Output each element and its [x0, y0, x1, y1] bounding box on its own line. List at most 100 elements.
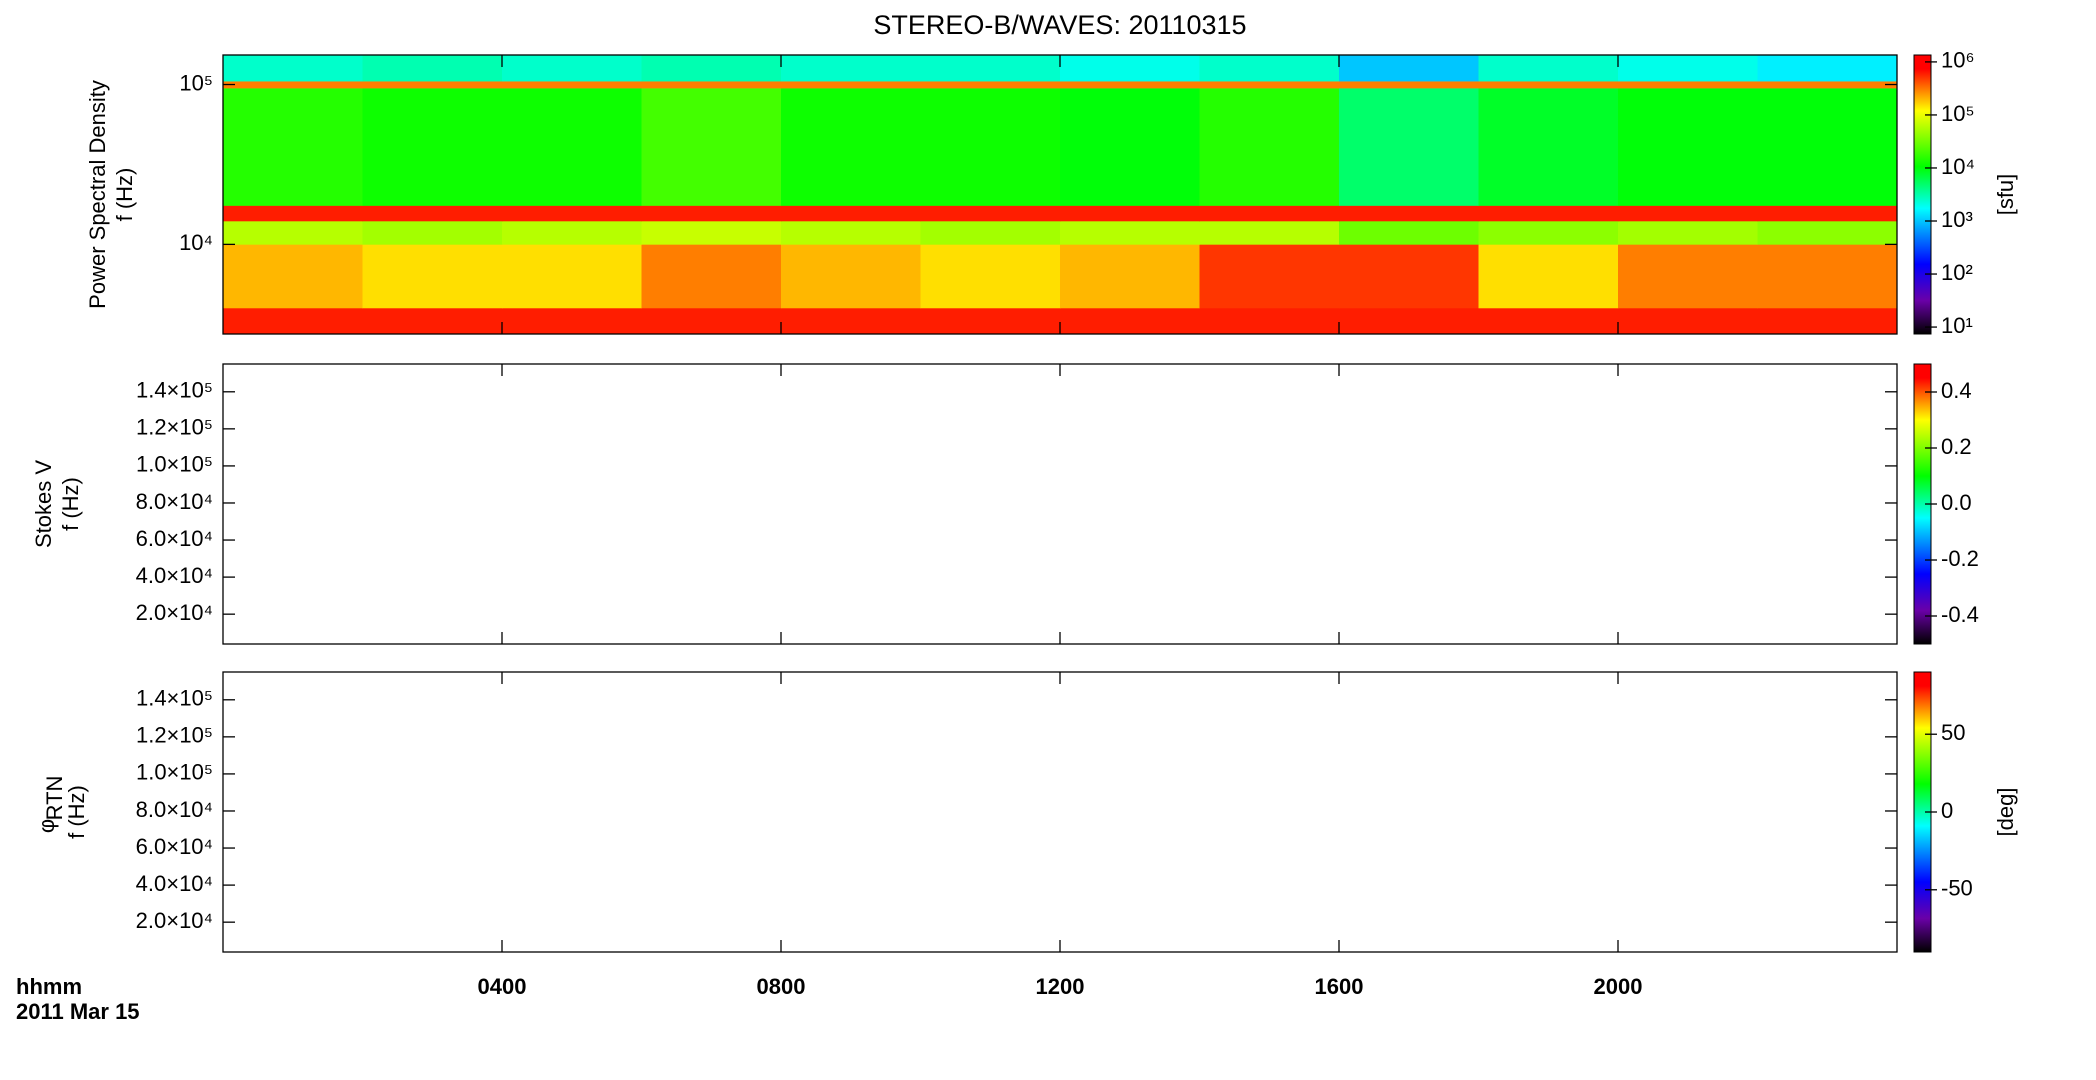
- heatmap-cell: [1339, 205, 1479, 222]
- heatmap-cell: [920, 244, 1061, 309]
- colorbar-tick-label: 0.4: [1941, 378, 1972, 403]
- colorbar-tick-label: 10⁵: [1941, 101, 1975, 126]
- y-tick-label: 2.0×10⁴: [136, 600, 213, 625]
- heatmap-cell: [1199, 205, 1340, 222]
- heatmap-cell: [1339, 88, 1479, 206]
- x-tick-label: 1200: [1036, 974, 1085, 999]
- heatmap-cell: [1618, 221, 1758, 245]
- heatmap-cell: [502, 88, 642, 206]
- colorbar-tick-label: 0: [1941, 798, 1953, 823]
- heatmap-cell: [641, 55, 782, 82]
- y-tick-label: 6.0×10⁴: [136, 526, 213, 551]
- heatmap-cell: [502, 221, 642, 245]
- y-axis-label: φ: [34, 819, 59, 833]
- heatmap-cell: [362, 307, 503, 335]
- heatmap-cell: [1339, 221, 1479, 245]
- date-label: 2011 Mar 15: [16, 999, 140, 1024]
- heatmap-cell: [1478, 307, 1619, 335]
- y-tick-label: 10⁵: [179, 70, 213, 95]
- heatmap-cell: [641, 81, 782, 89]
- y-tick-label: 10⁴: [179, 230, 213, 255]
- heatmap-cell: [920, 81, 1061, 89]
- colorbar-tick-label: 10⁶: [1941, 48, 1975, 73]
- x-axis-label: hhmm: [16, 974, 82, 999]
- heatmap-cell: [362, 244, 503, 309]
- heatmap-cell: [641, 221, 782, 245]
- heatmap-cell: [1060, 221, 1200, 245]
- heatmap-cell: [1060, 88, 1200, 206]
- heatmap-cell: [1618, 244, 1758, 309]
- heatmap-cell: [1199, 307, 1340, 335]
- heatmap-cell: [1757, 88, 1898, 206]
- y-tick-label: 4.0×10⁴: [136, 871, 213, 896]
- y-tick-label: 8.0×10⁴: [136, 489, 213, 514]
- heatmap-cell: [1757, 55, 1898, 82]
- heatmap-cell: [1060, 307, 1200, 335]
- heatmap-cell: [920, 205, 1061, 222]
- heatmap-cell: [1478, 81, 1619, 89]
- heatmap-cell: [223, 55, 363, 82]
- heatmap-cell: [502, 81, 642, 89]
- heatmap-cell: [1060, 81, 1200, 89]
- heatmap-cell: [1339, 244, 1479, 309]
- heatmap-cell: [1060, 244, 1200, 309]
- colorbar-tick-label: 10⁴: [1941, 154, 1975, 179]
- heatmap-cell: [1757, 244, 1898, 309]
- heatmap-cell: [781, 81, 921, 89]
- colorbar-tick-label: 50: [1941, 720, 1965, 745]
- colorbar-tick-label: 10²: [1941, 260, 1973, 285]
- heatmap-cell: [781, 88, 921, 206]
- heatmap-cell: [1757, 205, 1898, 222]
- y-tick-label: 4.0×10⁴: [136, 563, 213, 588]
- colorbar-tick-label: -0.2: [1941, 546, 1979, 571]
- heatmap-cell: [920, 221, 1061, 245]
- heatmap-cell: [502, 244, 642, 309]
- y-tick-label: 8.0×10⁴: [136, 797, 213, 822]
- x-tick-label: 2000: [1594, 974, 1643, 999]
- y-tick-label: 6.0×10⁴: [136, 834, 213, 859]
- heatmap-cell: [781, 307, 921, 335]
- heatmap-cell: [223, 221, 363, 245]
- y-axis-label: Power Spectral Density: [85, 80, 110, 309]
- heatmap-cell: [1757, 221, 1898, 245]
- y-tick-label: 1.4×10⁵: [136, 686, 213, 711]
- y-axis-label-subscript: RTN: [42, 776, 67, 821]
- y-axis-label: f (Hz): [112, 168, 137, 222]
- x-tick-label: 1600: [1315, 974, 1364, 999]
- heatmap-cell: [1199, 88, 1340, 206]
- heatmap-cell: [1618, 205, 1758, 222]
- colorbar-tick-label: -50: [1941, 876, 1973, 901]
- heatmap-cell: [1339, 81, 1479, 89]
- colorbar-tick-label: 10¹: [1941, 313, 1973, 338]
- colorbar-label: [sfu]: [1993, 174, 2018, 216]
- colorbar-label: [deg]: [1993, 788, 2018, 837]
- heatmap-cell: [781, 244, 921, 309]
- heatmap-cell: [502, 55, 642, 82]
- heatmap-cell: [1618, 88, 1758, 206]
- heatmap-cell: [1199, 55, 1340, 82]
- heatmap-cell: [1060, 55, 1200, 82]
- heatmap-cell: [920, 55, 1061, 82]
- y-tick-label: 1.4×10⁵: [136, 378, 213, 403]
- chart-title: STEREO-B/WAVES: 20110315: [873, 10, 1246, 40]
- y-axis-label: Stokes V: [31, 460, 56, 548]
- heatmap-cell: [1199, 221, 1340, 245]
- colorbar-tick-label: -0.4: [1941, 602, 1979, 627]
- heatmap-cell: [1757, 81, 1898, 89]
- heatmap-cell: [920, 307, 1061, 335]
- x-tick-label: 0800: [757, 974, 806, 999]
- y-axis-label: f (Hz): [58, 477, 83, 531]
- heatmap-cell: [1199, 81, 1340, 89]
- heatmap-cell: [1060, 205, 1200, 222]
- heatmap-cell: [920, 88, 1061, 206]
- heatmap-cell: [502, 205, 642, 222]
- x-tick-label: 0400: [478, 974, 527, 999]
- heatmap-cell: [781, 205, 921, 222]
- heatmap-cell: [1757, 307, 1898, 335]
- colorbar-tick-label: 0.0: [1941, 490, 1972, 515]
- heatmap-cell: [641, 244, 782, 309]
- heatmap-cell: [1339, 55, 1479, 82]
- colorbar-tick-label: 10³: [1941, 207, 1973, 232]
- heatmap-cell: [362, 221, 503, 245]
